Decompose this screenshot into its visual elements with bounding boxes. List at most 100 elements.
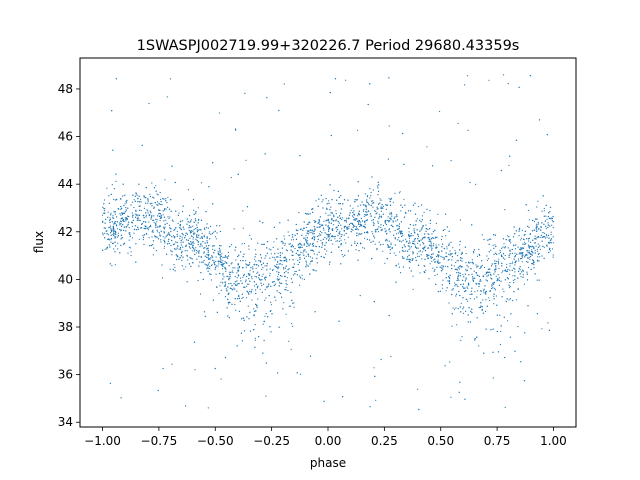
- data-point: [254, 324, 256, 326]
- data-point: [358, 212, 360, 214]
- data-point: [240, 280, 242, 282]
- data-point: [161, 277, 164, 279]
- data-point: [493, 273, 495, 275]
- data-point: [279, 254, 281, 257]
- data-point: [347, 217, 349, 219]
- data-point: [367, 195, 369, 197]
- data-point: [251, 299, 253, 301]
- data-point: [398, 263, 400, 265]
- data-point: [313, 235, 315, 237]
- data-point: [379, 202, 381, 204]
- data-point: [449, 283, 451, 285]
- data-point: [448, 258, 450, 261]
- data-point: [457, 308, 459, 310]
- data-point: [227, 292, 230, 294]
- data-point: [299, 242, 301, 244]
- data-point: [259, 254, 262, 256]
- data-point: [485, 291, 487, 293]
- data-point: [226, 290, 228, 292]
- data-point: [520, 247, 522, 249]
- data-point: [356, 199, 358, 201]
- data-point: [133, 228, 136, 230]
- data-point: [438, 244, 440, 246]
- data-point: [429, 219, 431, 221]
- data-point: [388, 314, 390, 317]
- data-point: [185, 244, 187, 246]
- data-point: [291, 244, 293, 246]
- data-point: [434, 261, 436, 263]
- data-point: [113, 198, 115, 201]
- data-point: [198, 265, 200, 267]
- data-point: [202, 261, 204, 263]
- data-point: [532, 263, 534, 265]
- data-point: [114, 241, 116, 243]
- data-point: [141, 227, 143, 229]
- data-point: [337, 220, 339, 222]
- data-point: [160, 203, 162, 206]
- data-point: [189, 243, 191, 245]
- data-point: [419, 219, 421, 221]
- data-point: [377, 231, 379, 233]
- data-point: [200, 244, 202, 246]
- data-point: [178, 258, 180, 260]
- data-point: [266, 265, 268, 267]
- data-point: [379, 198, 381, 200]
- data-point: [207, 267, 209, 269]
- data-point: [391, 215, 393, 217]
- data-point: [179, 248, 182, 250]
- data-point: [432, 231, 435, 233]
- data-point: [209, 268, 211, 270]
- data-point: [220, 378, 222, 380]
- data-point: [531, 249, 533, 251]
- data-point: [417, 388, 419, 390]
- data-point: [284, 238, 286, 240]
- data-point: [334, 78, 337, 80]
- data-point: [237, 255, 239, 258]
- data-point: [204, 228, 206, 231]
- data-point: [316, 241, 318, 243]
- data-point: [154, 222, 156, 224]
- data-point: [378, 214, 381, 216]
- data-point: [135, 216, 137, 218]
- data-point: [196, 234, 198, 236]
- data-point: [145, 216, 147, 218]
- data-point: [191, 235, 193, 237]
- data-point: [125, 200, 127, 203]
- data-point: [458, 290, 460, 293]
- data-point: [153, 187, 155, 189]
- data-point: [356, 232, 358, 234]
- data-point: [159, 192, 161, 194]
- data-point: [313, 226, 315, 228]
- data-point: [254, 310, 256, 312]
- data-point: [403, 257, 405, 259]
- data-point: [550, 238, 553, 240]
- data-point: [552, 256, 554, 258]
- data-point: [387, 216, 389, 218]
- data-point: [218, 112, 221, 114]
- data-point: [448, 276, 450, 278]
- data-point: [120, 225, 123, 227]
- data-point: [328, 230, 330, 232]
- data-point: [518, 253, 520, 255]
- data-point: [547, 222, 549, 224]
- data-point: [357, 222, 360, 224]
- y-tick-label: 34: [58, 415, 73, 429]
- data-point: [532, 219, 534, 222]
- data-point: [386, 204, 388, 206]
- data-point: [284, 244, 286, 246]
- data-point: [238, 295, 240, 297]
- data-point: [273, 226, 275, 228]
- data-point: [393, 252, 395, 254]
- data-point: [484, 285, 486, 287]
- data-point: [385, 230, 387, 232]
- data-point: [365, 214, 367, 216]
- data-point: [324, 248, 326, 250]
- data-point: [508, 164, 510, 166]
- data-point: [394, 229, 396, 232]
- data-point: [265, 276, 267, 278]
- data-point: [277, 256, 279, 258]
- data-point: [194, 218, 196, 220]
- data-point: [494, 289, 496, 291]
- data-point: [547, 322, 549, 324]
- data-point: [106, 187, 108, 189]
